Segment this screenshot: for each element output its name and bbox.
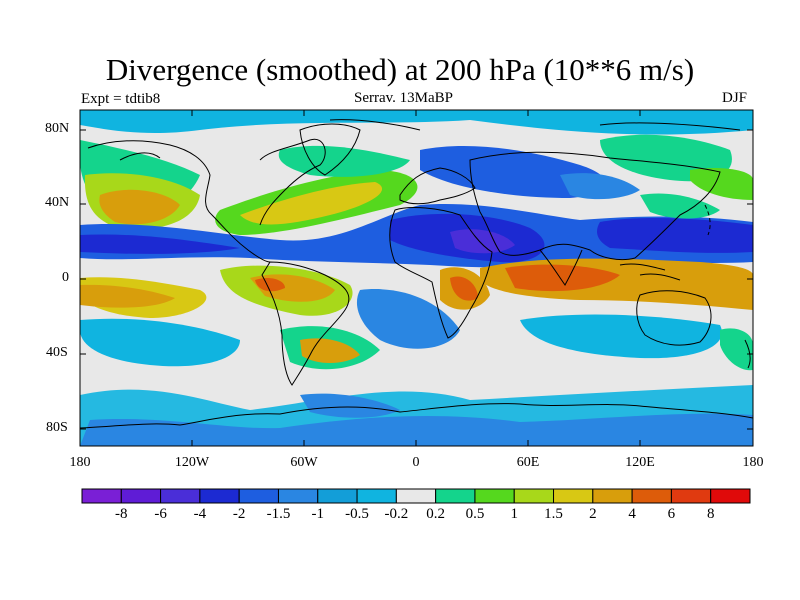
colorbar-label: -2 — [232, 506, 246, 522]
coastline-new-zealand — [744, 339, 751, 369]
colorbar-swatch — [160, 488, 201, 504]
coastline-indonesia — [619, 263, 681, 281]
lat-label-80n: 80N — [45, 121, 70, 136]
season-label: DJF — [722, 90, 748, 106]
colorbar-swatch — [592, 488, 633, 504]
lon-label-180e: 180 — [742, 455, 764, 470]
coastline-asia — [469, 151, 721, 261]
coastline-japan — [704, 204, 711, 236]
coastline-antarctica — [80, 403, 753, 429]
field-patch — [640, 193, 720, 219]
divergence-field — [80, 110, 753, 446]
field-patch — [80, 318, 240, 367]
field-patch — [450, 276, 478, 301]
lon-label-60e: 60E — [516, 455, 540, 470]
lon-label-180w: 180 — [69, 455, 91, 470]
colorbar-label: -0.5 — [345, 506, 369, 522]
field-patch — [240, 182, 383, 225]
colorbar-swatch — [199, 488, 240, 504]
field-patch — [720, 328, 753, 371]
coastline-india — [539, 249, 583, 286]
field-patch — [80, 413, 753, 446]
colorbar-swatch — [435, 488, 476, 504]
colorbar-label: 0.2 — [426, 506, 446, 522]
field-patch — [80, 284, 175, 308]
lon-label-60w: 60W — [290, 455, 318, 470]
lat-label-80s: 80S — [46, 420, 68, 435]
colorbar-label: 1.5 — [544, 506, 563, 522]
field-patch — [420, 145, 606, 198]
colorbar-swatch — [474, 488, 515, 504]
plot-title: Divergence (smoothed) at 200 hPa (10**6 … — [105, 52, 695, 87]
colorbar-label: 6 — [667, 506, 676, 522]
coastline-australia — [636, 290, 712, 346]
colorbar-swatch — [710, 488, 751, 504]
coastline-north-america — [87, 138, 326, 263]
field-patch — [80, 110, 753, 135]
colorbar-swatch — [120, 488, 162, 504]
field-patch — [560, 173, 640, 200]
colorbar-label: -4 — [193, 506, 207, 522]
experiment-label: Expt = tdtib8 — [81, 91, 161, 107]
colorbar-swatch — [317, 488, 358, 504]
colorbar-swatch — [670, 488, 712, 504]
colorbar-label: -6 — [154, 506, 167, 522]
colorbar-swatch — [81, 488, 122, 504]
colorbar-label: 4 — [628, 506, 636, 522]
field-patch — [505, 264, 620, 292]
field-patch — [450, 229, 515, 254]
colorbar-swatch — [631, 488, 672, 504]
period-label: Serrav. 13MaBP — [354, 90, 454, 106]
colorbar — [81, 488, 751, 504]
colorbar-label: 1 — [510, 506, 518, 522]
field-patch — [80, 234, 240, 254]
colorbar-swatch — [238, 488, 279, 504]
tick-marks — [79, 110, 754, 446]
coastline-greenland — [299, 123, 361, 176]
lat-label-40s: 40S — [46, 345, 68, 360]
colorbar-swatch — [395, 488, 437, 504]
colorbar-label: 2 — [589, 506, 597, 522]
field-patch — [300, 338, 360, 364]
colorbar-swatch — [553, 488, 594, 504]
coastlines — [80, 119, 753, 429]
colorbar-swatch — [513, 488, 555, 504]
colorbar-swatch — [277, 488, 319, 504]
lon-label-0: 0 — [412, 455, 420, 470]
lon-label-120e: 120E — [625, 455, 655, 470]
lat-label-0: 0 — [62, 270, 69, 285]
field-patch — [597, 218, 753, 253]
field-patch — [300, 393, 400, 418]
field-patch — [690, 168, 753, 200]
field-patch — [356, 289, 460, 349]
field-patch — [99, 189, 180, 225]
colorbar-label: -1 — [311, 506, 325, 522]
colorbar-label: -8 — [115, 506, 128, 522]
field-patch — [520, 314, 722, 359]
colorbar-label: -1.5 — [266, 506, 291, 522]
colorbar-swatch — [356, 488, 397, 504]
coastline-arctic — [119, 119, 741, 161]
coastline-europe — [399, 167, 476, 205]
colorbar-label: 0.5 — [465, 506, 485, 522]
field-patch — [255, 277, 285, 292]
lat-label-40n: 40N — [45, 195, 70, 210]
coastline-south-america — [261, 261, 350, 386]
colorbar-label: 8 — [706, 506, 715, 522]
colorbar-label: -0.2 — [384, 506, 409, 522]
coastline-africa — [389, 207, 493, 339]
lon-label-120w: 120W — [174, 455, 210, 470]
